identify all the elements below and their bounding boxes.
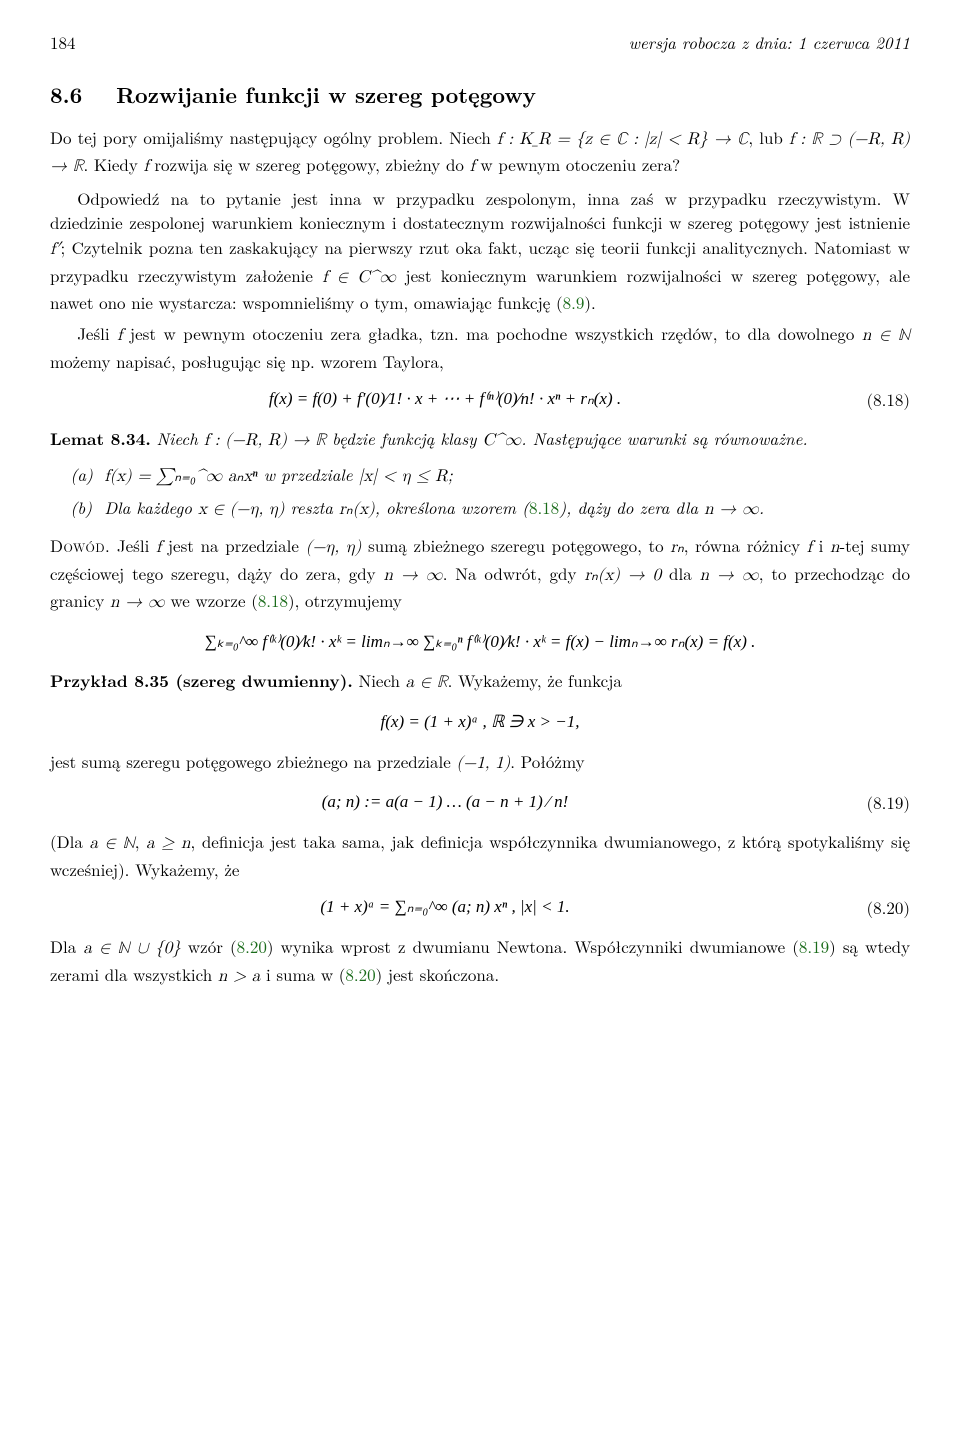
paragraph-newton: Dla a ∈ ℕ ∪ {0} wzór (8.20) wynika wpros… — [50, 934, 910, 989]
ref-8-18-b[interactable]: 8.18 — [258, 588, 288, 612]
paragraph-sum: jest sumą szeregu potęgowego zbieżnego n… — [50, 749, 910, 777]
equation-proof: ∑ₖ₌₀^∞ f⁽ᵏ⁾(0)⁄k! · xᵏ = limₙ→∞ ∑ₖ₌₀ⁿ f⁽… — [50, 630, 910, 655]
page-header: 184 wersja robocza z dnia: 1 czerwca 201… — [50, 30, 910, 55]
paragraph-taylor: Jeśli f jest w pewnym otoczeniu zera gła… — [50, 321, 910, 373]
example-label: Przykład 8.35 (szereg dwumienny). — [50, 669, 353, 693]
equation-fx: f(x) = (1 + x)ᵃ , ℝ ∋ x > −1, — [50, 710, 910, 735]
ref-8-20-b[interactable]: 8.20 — [345, 962, 375, 986]
section-title: Rozwijanie funkcji w szereg potęgowy — [116, 79, 536, 110]
section-heading: 8.6 Rozwijanie funkcji w szereg potęgowy — [50, 79, 910, 111]
section-number: 8.6 — [50, 79, 82, 110]
lemma-conditions: (a) f(x) = ∑ₙ₌₀^∞ aₙxⁿ w przedziale |x| … — [70, 462, 910, 523]
paragraph-intro: Do tej pory omijaliśmy następujący ogóln… — [50, 125, 910, 180]
lemma-label: Lemat 8.34. — [50, 427, 151, 451]
proof-paragraph: Dowód. Jeśli f jest na przedziale (−η, η… — [50, 533, 910, 616]
proof-label: Dowód. — [50, 533, 110, 557]
ref-8-20-a[interactable]: 8.20 — [237, 934, 267, 958]
ref-8-9[interactable]: 8.9 — [563, 290, 585, 314]
paragraph-binomdef: (Dla a ∈ ℕ, a ≥ n, definicja jest taka s… — [50, 829, 910, 881]
example-8-35: Przykład 8.35 (szereg dwumienny). Niech … — [50, 668, 910, 696]
ref-8-18-a[interactable]: 8.18 — [529, 495, 559, 519]
condition-a: (a) f(x) = ∑ₙ₌₀^∞ aₙxⁿ w przedziale |x| … — [70, 462, 910, 490]
page-number: 184 — [50, 30, 76, 55]
version-text: wersja robocza z dnia: 1 czerwca 2011 — [629, 30, 910, 55]
paragraph-answer: Odpowiedź na to pytanie jest inna w przy… — [50, 186, 910, 315]
equation-8-20: (1 + x)ᵃ = ∑ₙ₌₀^∞ (a; n) xⁿ , |x| < 1. (… — [50, 895, 910, 920]
equation-8-19: (a; n) := a(a − 1) … (a − n + 1) ⁄ n! (8… — [50, 790, 910, 815]
ref-8-19[interactable]: 8.19 — [799, 934, 829, 958]
condition-b: (b) Dla każdego x ∈ (−η, η) reszta rₙ(x)… — [70, 495, 910, 523]
equation-8-18: f(x) = f(0) + f′(0)⁄1! · x + ⋯ + f⁽ⁿ⁾(0)… — [50, 387, 910, 412]
lemma-8-34: Lemat 8.34. Niech f : (−R, R) → ℝ będzie… — [50, 426, 910, 454]
